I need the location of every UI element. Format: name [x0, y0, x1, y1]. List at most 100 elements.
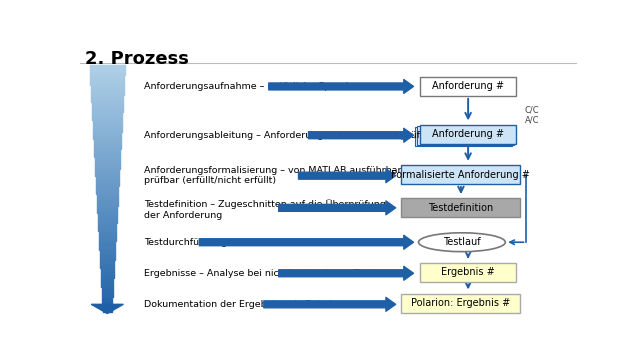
Bar — [97, 213, 117, 216]
Bar — [99, 231, 116, 233]
FancyBboxPatch shape — [415, 127, 511, 146]
Bar — [96, 179, 119, 181]
Bar — [93, 127, 122, 130]
Bar — [92, 112, 122, 115]
Bar — [97, 191, 118, 194]
Bar — [90, 80, 124, 83]
Bar — [93, 142, 121, 144]
Bar — [102, 307, 112, 310]
Text: Testlauf: Testlauf — [443, 237, 481, 247]
Bar — [100, 265, 114, 268]
Bar — [92, 110, 123, 112]
Text: Testdurchführung: Testdurchführung — [145, 238, 228, 247]
Bar — [98, 216, 117, 218]
Bar — [101, 273, 114, 275]
Bar — [90, 66, 125, 68]
Bar — [92, 107, 123, 110]
Bar — [102, 297, 113, 300]
FancyBboxPatch shape — [417, 126, 514, 145]
Bar — [99, 240, 115, 243]
Bar — [102, 290, 113, 292]
Bar — [91, 87, 124, 90]
Bar — [91, 93, 124, 95]
Bar — [99, 243, 115, 246]
Text: Anforderungsaufnahme – natürliche Sprache: Anforderungsaufnahme – natürliche Sprach… — [145, 82, 358, 91]
FancyBboxPatch shape — [420, 77, 516, 96]
Bar — [94, 154, 120, 157]
Ellipse shape — [419, 233, 506, 252]
Text: 2. Prozess: 2. Prozess — [85, 50, 189, 68]
Bar — [93, 122, 122, 125]
Bar — [97, 199, 118, 201]
Bar — [100, 270, 114, 273]
Bar — [95, 167, 120, 169]
Bar — [93, 132, 122, 134]
Bar — [92, 105, 123, 107]
Bar — [95, 176, 119, 179]
FancyBboxPatch shape — [401, 294, 520, 312]
Bar — [101, 280, 113, 283]
Bar — [94, 144, 121, 147]
Bar — [97, 203, 118, 206]
Bar — [99, 246, 115, 248]
FancyBboxPatch shape — [420, 125, 516, 144]
Text: Ergebnis #: Ergebnis # — [441, 267, 495, 277]
Bar — [91, 90, 124, 93]
Bar — [99, 226, 116, 228]
Text: Formalisierte Anforderung #: Formalisierte Anforderung # — [392, 170, 531, 180]
Bar — [100, 251, 115, 253]
Bar — [97, 194, 118, 196]
Text: Testdefinition: Testdefinition — [428, 203, 493, 213]
Bar — [92, 102, 123, 105]
Bar — [98, 221, 116, 223]
Bar — [95, 159, 120, 162]
Bar — [92, 98, 124, 100]
Bar — [102, 287, 113, 290]
Bar — [97, 208, 117, 211]
Bar — [95, 174, 119, 176]
Bar — [98, 218, 116, 221]
Text: Anforderung #: Anforderung # — [432, 129, 504, 139]
Bar — [101, 283, 113, 285]
Bar — [91, 95, 124, 98]
Bar — [90, 83, 124, 85]
FancyBboxPatch shape — [401, 198, 520, 217]
FancyBboxPatch shape — [420, 263, 516, 282]
Bar — [90, 75, 124, 78]
Bar — [102, 305, 112, 307]
Bar — [93, 130, 122, 132]
Bar — [91, 85, 124, 87]
Bar — [96, 184, 118, 186]
Bar — [102, 300, 112, 302]
Bar — [97, 196, 118, 199]
Bar — [92, 115, 122, 117]
Bar — [99, 238, 116, 240]
Text: Anforderungsableitung – Anforderungsschablone und prüfbar: Anforderungsableitung – Anforderungsscha… — [145, 131, 436, 140]
Bar — [93, 137, 121, 139]
Bar — [96, 189, 118, 191]
Bar — [95, 171, 119, 174]
FancyBboxPatch shape — [401, 165, 520, 184]
Bar — [90, 73, 125, 75]
Bar — [102, 292, 113, 295]
Text: Anforderung #: Anforderung # — [432, 81, 504, 91]
Text: C/C
A/C: C/C A/C — [525, 105, 540, 125]
Bar — [98, 223, 116, 226]
Bar — [103, 310, 112, 312]
Bar — [97, 211, 117, 213]
Text: Anforderungsformalisierung – von MATLAB ausführbar und
prüfbar (erfüllt/nicht er: Anforderungsformalisierung – von MATLAB … — [145, 166, 423, 185]
Bar — [99, 235, 116, 238]
Bar — [102, 302, 112, 305]
Bar — [99, 228, 116, 231]
Bar — [99, 248, 115, 251]
Bar — [97, 206, 117, 208]
Text: Dokumentation der Ergebnisse in Polarion: Dokumentation der Ergebnisse in Polarion — [145, 300, 344, 309]
Bar — [97, 201, 118, 203]
Bar — [100, 258, 115, 260]
Bar — [102, 295, 113, 297]
Bar — [100, 263, 115, 265]
Bar — [96, 186, 118, 189]
Bar — [101, 278, 113, 280]
Text: Testdefinition – Zugeschnitten auf die Überprüfung
der Anforderung: Testdefinition – Zugeschnitten auf die Ü… — [145, 199, 386, 220]
Bar — [92, 100, 123, 102]
